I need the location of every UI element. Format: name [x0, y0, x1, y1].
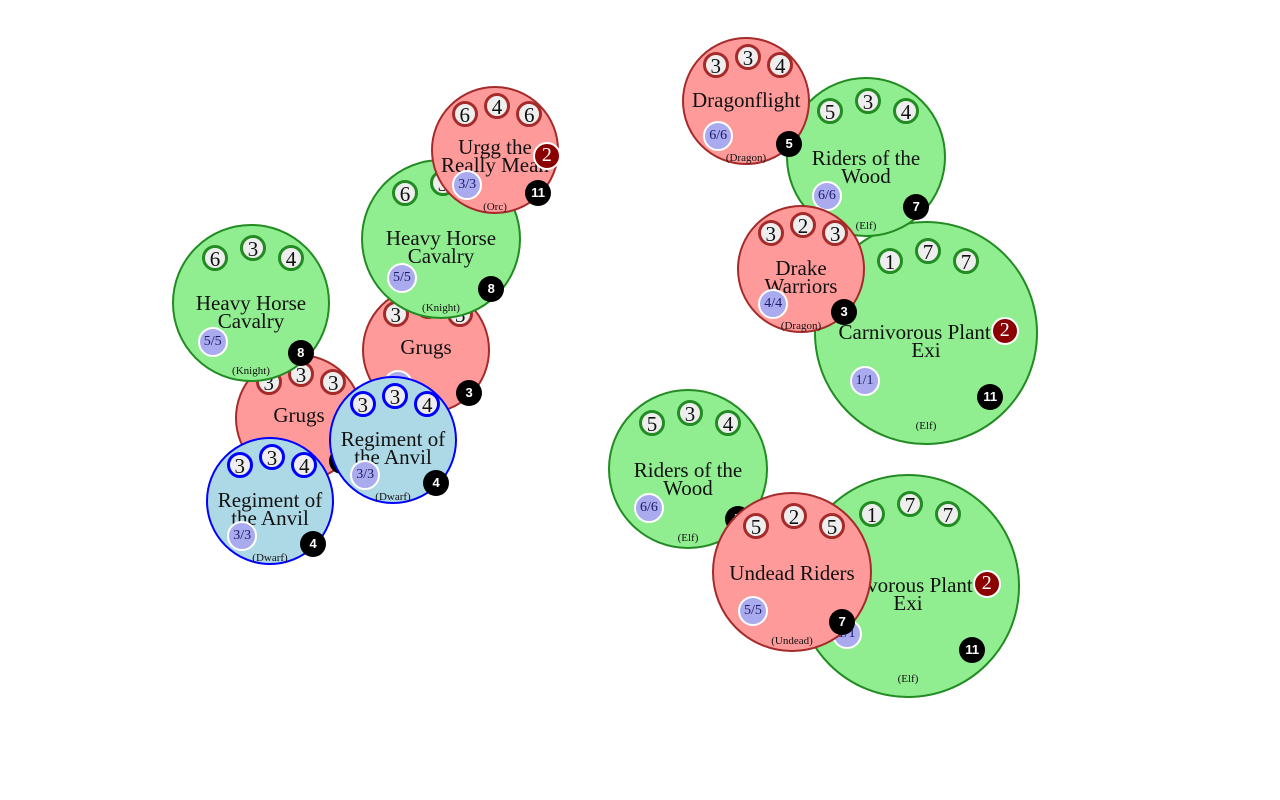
stat-circle: 3 — [855, 88, 881, 114]
unit-name: Grugs — [400, 335, 452, 359]
unit-token-carnivorous-plant-1[interactable]: 1 7 7 Carnivorous Plant of Exi 1/1 11 (Elf) 2 — [814, 221, 1038, 445]
health-indicator: 3/3 — [227, 520, 258, 551]
cost-indicator: 11 — [525, 180, 552, 207]
race-label: (Elf) — [677, 531, 699, 544]
damage-badge-icon: 2 — [532, 141, 561, 170]
stat-circle: 4 — [484, 92, 510, 119]
stat-circle: 7 — [935, 501, 961, 527]
stat-circle: 4 — [715, 410, 741, 436]
stat-circle: 5 — [743, 513, 769, 539]
stat-circle: 2 — [781, 503, 807, 529]
race-label: (Dragon) — [780, 319, 822, 332]
cost-indicator: 8 — [287, 339, 314, 366]
stat-circle: 4 — [893, 98, 919, 124]
stat-circle: 3 — [757, 219, 784, 246]
race-label: (Elf) — [897, 673, 919, 686]
unit-token-regiment-of-the-anvil-2[interactable]: 3 3 4 Regiment of the Anvil 3/3 4 (Dwarf) — [206, 437, 334, 565]
stat-circle: 5 — [817, 98, 843, 124]
cost-indicator: 8 — [478, 276, 505, 303]
race-label: (Elf) — [915, 420, 937, 433]
stat-circle: 4 — [291, 451, 318, 478]
stat-circle: 3 — [240, 235, 266, 261]
stat-circle: 3 — [320, 368, 347, 395]
cost-indicator: 4 — [300, 531, 327, 558]
unit-token-regiment-of-the-anvil-1[interactable]: 3 3 4 Regiment of the Anvil 3/3 4 (Dwarf) — [329, 376, 457, 504]
health-indicator: 5/5 — [738, 596, 768, 627]
stat-circle: 4 — [767, 51, 794, 78]
unit-name: Dragonflight — [692, 88, 801, 112]
cost-indicator: 7 — [829, 609, 856, 636]
damage-badge-icon: 2 — [990, 317, 1019, 346]
stat-circle: 4 — [414, 390, 441, 417]
health-indicator: 6/6 — [634, 493, 664, 524]
cost-indicator: 4 — [423, 470, 450, 497]
stat-circle: 6 — [516, 100, 543, 127]
stat-circle: 4 — [278, 245, 304, 271]
unit-token-drake-warriors[interactable]: 3 2 3 Drake Warriors 4/4 3 (Dragon) — [737, 205, 865, 333]
stat-circle: 5 — [639, 410, 665, 436]
race-label: (Knight) — [422, 301, 460, 314]
stat-circle: 5 — [819, 513, 845, 539]
cost-indicator: 5 — [776, 131, 803, 158]
health-indicator: 4/4 — [758, 288, 789, 319]
stat-circle: 3 — [259, 443, 285, 470]
stat-circle: 6 — [392, 180, 418, 206]
stat-circle: 3 — [677, 400, 703, 426]
stat-circle: 1 — [859, 501, 885, 527]
unit-token-dragonflight[interactable]: 3 3 4 Dragonflight 6/6 5 (Dragon) — [682, 37, 810, 165]
unit-name: Riders of the Wood — [811, 146, 921, 188]
stat-circle: 3 — [382, 382, 408, 409]
stat-circle: 3 — [822, 219, 849, 246]
damage-badge-icon: 2 — [972, 570, 1001, 599]
unit-name: Heavy Horse Cavalry — [385, 226, 497, 268]
unit-name: Heavy Horse Cavalry — [195, 291, 307, 333]
stat-circle: 6 — [451, 100, 478, 127]
health-indicator: 6/6 — [703, 120, 734, 151]
stat-circle: 3 — [702, 51, 729, 78]
unit-name: Riders of the Wood — [633, 458, 743, 500]
cost-indicator: 3 — [456, 380, 483, 407]
race-label: (Orc) — [483, 200, 507, 213]
unit-token-undead-riders[interactable]: 5 2 5 Undead Riders 5/5 7 (Undead) — [712, 492, 872, 652]
health-indicator: 3/3 — [452, 169, 483, 200]
stat-circle: 7 — [953, 248, 979, 274]
health-indicator: 1/1 — [849, 366, 880, 397]
cost-indicator: 11 — [959, 637, 986, 664]
stat-circle: 7 — [897, 491, 923, 517]
stat-circle: 7 — [915, 238, 941, 264]
race-label: (Dragon) — [725, 151, 767, 164]
unit-name: Drake Warriors — [764, 256, 838, 298]
health-indicator: 5/5 — [387, 263, 417, 294]
stat-circle: 3 — [226, 451, 253, 478]
unit-name: Undead Riders — [729, 561, 855, 585]
cost-indicator: 3 — [831, 299, 858, 326]
health-indicator: 3/3 — [350, 459, 381, 490]
race-label: (Elf) — [855, 219, 877, 232]
unit-name: Regiment of the Anvil — [340, 427, 446, 469]
stat-circle: 2 — [790, 211, 816, 238]
health-indicator: 5/5 — [197, 327, 228, 358]
stat-circle: 3 — [735, 43, 761, 70]
cost-indicator: 7 — [903, 194, 930, 221]
stat-circle: 1 — [877, 248, 903, 274]
unit-token-urgg-the-really-mean[interactable]: 6 4 6 Urgg the Really Mean 3/3 11 (Orc) 2 — [431, 86, 561, 214]
race-label: (Knight) — [232, 365, 270, 378]
unit-name: Regiment of the Anvil — [217, 488, 323, 530]
race-label: (Dwarf) — [252, 551, 288, 564]
race-label: (Undead) — [771, 634, 813, 647]
race-label: (Dwarf) — [375, 490, 411, 503]
stat-circle: 3 — [349, 390, 376, 417]
cost-indicator: 11 — [977, 384, 1004, 411]
unit-token-heavy-horse-cavalry-1[interactable]: 6 3 4 Heavy Horse Cavalry 5/5 8 (Knight) — [172, 224, 330, 382]
stat-circle: 6 — [202, 245, 228, 271]
